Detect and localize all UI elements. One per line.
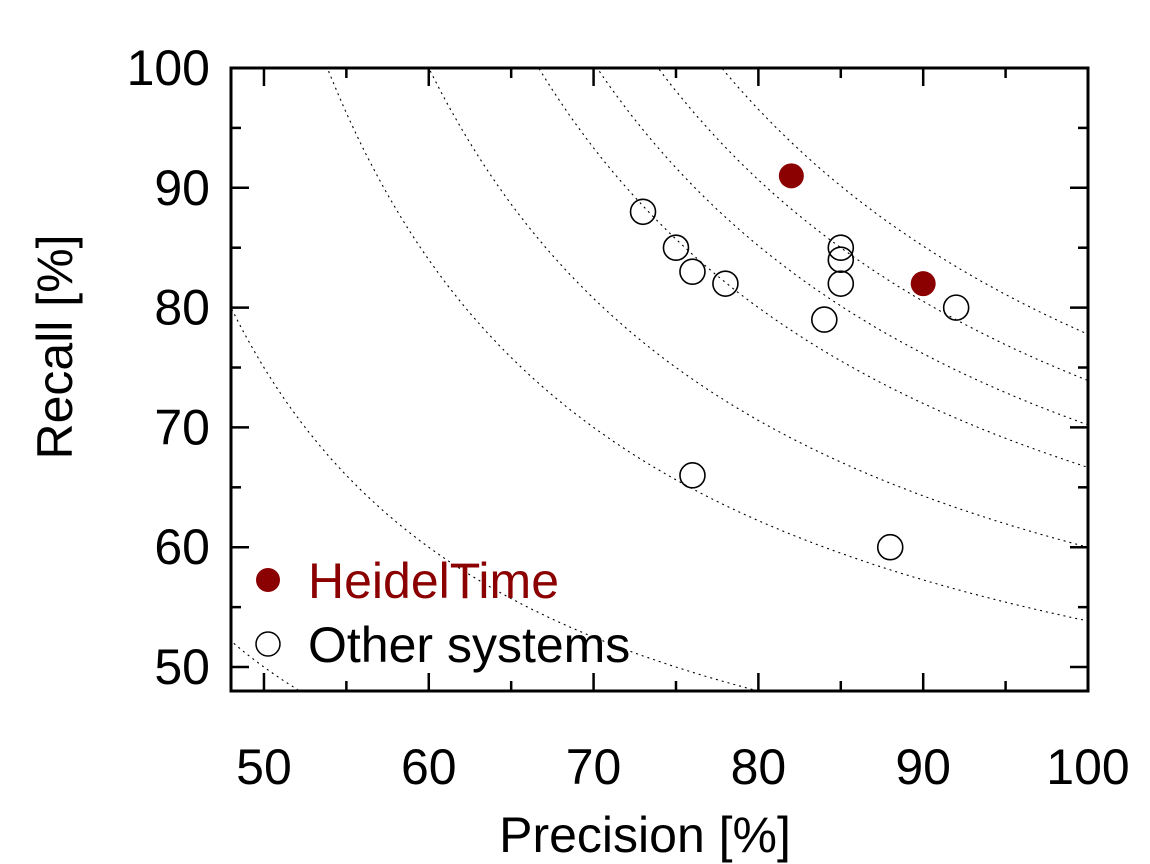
legend-label-heideltime: HeidelTime	[308, 553, 559, 609]
heideltime-point	[778, 163, 804, 189]
legend-marker-heideltime	[256, 568, 280, 592]
f1-isoline	[657, 68, 1088, 382]
f1-isoline	[231, 306, 761, 691]
y-tick-labels: 50 60 70 80 90 100	[127, 40, 210, 695]
f1-isoline	[428, 68, 1088, 548]
x-tick-labels: 50 60 70 80 90 100	[236, 739, 1130, 795]
legend-label-other-systems: Other systems	[308, 617, 630, 673]
heideltime-point	[910, 271, 936, 297]
f1-isoline	[538, 68, 1088, 468]
other-system-point	[712, 270, 739, 297]
f1-isoline-group	[231, 68, 1088, 691]
y-tick-label: 100	[127, 40, 210, 96]
f1-isoline	[721, 68, 1088, 335]
other-system-point	[876, 533, 904, 561]
y-axis-label: Recall [%]	[27, 234, 83, 459]
x-axis-label: Precision [%]	[499, 807, 791, 863]
other-system-point	[811, 306, 838, 333]
x-tick-label: 80	[731, 739, 787, 795]
y-tick-label: 90	[154, 160, 210, 216]
x-tick-label: 60	[401, 739, 457, 795]
y-tick-label: 50	[154, 639, 210, 695]
data-points	[629, 163, 970, 561]
f1-isoline	[326, 68, 1088, 622]
x-tick-label: 70	[566, 739, 622, 795]
plot-frame	[229, 66, 1090, 693]
x-tick-label: 50	[236, 739, 292, 795]
y-tick-label: 70	[154, 399, 210, 455]
axis-ticks	[231, 66, 1090, 691]
other-system-point	[679, 462, 706, 489]
other-system-point	[827, 234, 855, 262]
other-system-point	[942, 294, 970, 321]
other-system-point	[629, 198, 657, 226]
other-system-point	[679, 258, 706, 285]
other-system-point	[827, 246, 855, 273]
x-tick-label: 100	[1046, 739, 1129, 795]
legend-marker-other-systems	[255, 631, 281, 657]
y-tick-label: 60	[154, 519, 210, 575]
other-system-point	[662, 234, 690, 262]
x-tick-label: 90	[895, 739, 951, 795]
other-system-point	[827, 270, 855, 297]
legend: HeidelTime Other systems	[255, 553, 630, 673]
y-tick-label: 80	[154, 280, 210, 336]
f1-isoline	[596, 68, 1088, 426]
